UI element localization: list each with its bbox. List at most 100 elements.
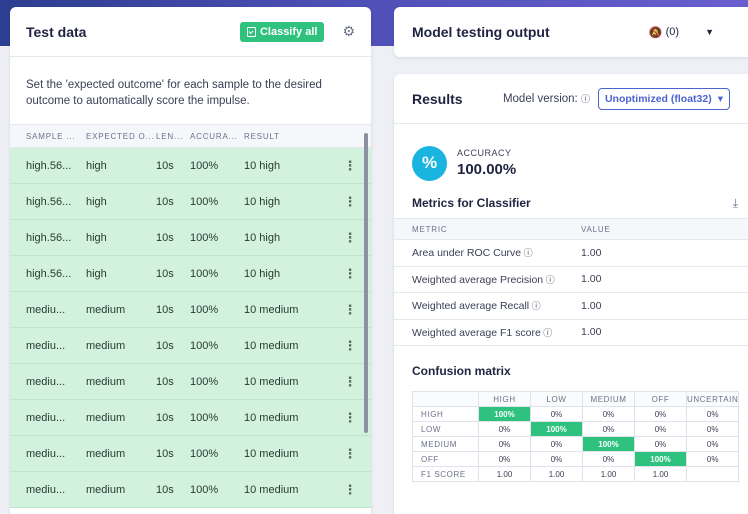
classify-all-button[interactable]: Classify all xyxy=(239,21,325,42)
classify-all-label: Classify all xyxy=(259,25,318,38)
more-vertical-icon[interactable]: ⋮ xyxy=(343,229,357,245)
more-vertical-icon[interactable]: ⋮ xyxy=(343,445,357,461)
gear-icon[interactable]: ⚙ xyxy=(342,23,355,39)
cell-length: 10s xyxy=(156,339,174,352)
more-vertical-icon[interactable]: ⋮ xyxy=(343,157,357,173)
cm-cell: 0% xyxy=(685,451,740,467)
notification-count: (0) xyxy=(665,26,680,38)
download-icon[interactable]: ⤓ xyxy=(732,195,738,210)
cell-sample: high.56... xyxy=(26,159,72,172)
col-expected[interactable]: EXPECTED O... xyxy=(86,131,155,141)
more-vertical-icon[interactable]: ⋮ xyxy=(343,409,357,425)
cell-expected[interactable]: medium xyxy=(86,375,126,388)
cell-accuracy: 100% xyxy=(190,195,219,208)
cm-cell: 0% xyxy=(634,421,687,437)
cell-length: 10s xyxy=(156,195,174,208)
model-version-select[interactable]: Unoptimized (float32) ▾ xyxy=(597,87,730,110)
cell-expected[interactable]: high xyxy=(86,267,107,280)
help-circle-icon[interactable]: ⓘ xyxy=(521,248,533,259)
metrics-header: Metrics for Classifier ⤓ xyxy=(394,188,748,218)
confusion-matrix-table: HIGH LOW MEDIUM OFF UNCERTAIN HIGH 100% 0% 0% 0% 0… xyxy=(412,391,740,482)
cm-cell: 0% xyxy=(478,451,531,467)
table-row[interactable]: mediu... medium 10s 100% 10 medium ⋮ xyxy=(10,328,371,364)
model-testing-output-title: Model testing output xyxy=(412,24,550,40)
cell-result: 10 high xyxy=(244,267,281,280)
metrics-table-body: Area under ROC Curve ⓘ 1.00 Weighted avera… xyxy=(394,240,748,346)
table-row[interactable]: mediu... medium 10s 100% 10 medium ⋮ xyxy=(10,364,371,400)
table-row[interactable]: high.56... high 10s 100% 10 high ⋮ xyxy=(10,148,371,184)
cell-expected[interactable]: medium xyxy=(86,303,126,316)
cm-cell: 0% xyxy=(685,436,740,452)
notifications-toggle[interactable]: 🔕 (0) xyxy=(649,26,679,39)
cell-length: 10s xyxy=(156,159,174,172)
cell-expected[interactable]: medium xyxy=(86,339,126,352)
table-row[interactable]: high.56... high 10s 100% 10 high ⋮ xyxy=(10,220,371,256)
cm-cell: 0% xyxy=(582,451,635,467)
cell-length: 10s xyxy=(156,447,174,460)
help-circle-icon[interactable]: ⓘ xyxy=(580,94,590,104)
bell-off-icon: 🔕 xyxy=(648,26,663,39)
cm-cell: 100% xyxy=(530,421,583,437)
cell-sample: high.56... xyxy=(26,195,72,208)
col-result[interactable]: RESULT xyxy=(244,131,280,141)
cell-expected[interactable]: medium xyxy=(86,483,126,496)
metric-row: Weighted average Precision ⓘ 1.00 xyxy=(394,267,748,293)
cell-expected[interactable]: high xyxy=(86,195,107,208)
cm-col-header: OFF xyxy=(634,391,687,407)
cm-cell: 100% xyxy=(634,451,687,467)
samples-table-header: SAMPLE ... EXPECTED O... LEN... ACCURA..… xyxy=(10,124,371,148)
cell-result: 10 medium xyxy=(244,411,299,424)
col-sample[interactable]: SAMPLE ... xyxy=(26,131,76,141)
metric-name: Weighted average Precision xyxy=(412,273,544,286)
help-circle-icon[interactable]: ⓘ xyxy=(543,274,555,285)
cm-cell: 1.00 xyxy=(478,466,531,482)
cm-cell: 0% xyxy=(582,406,635,422)
cm-col-header: UNCERTAIN xyxy=(685,391,740,407)
help-circle-icon[interactable]: ⓘ xyxy=(529,301,541,312)
col-accuracy[interactable]: ACCURA... xyxy=(190,131,238,141)
chevron-down-icon: ▾ xyxy=(717,92,723,105)
cell-expected[interactable]: high xyxy=(86,159,107,172)
more-vertical-icon[interactable]: ⋮ xyxy=(343,265,357,281)
clipboard-check-icon xyxy=(246,26,256,37)
metric-value: 1.00 xyxy=(581,326,602,339)
table-row[interactable]: mediu... medium 10s 100% 10 medium ⋮ xyxy=(10,292,371,328)
model-version-value: Unoptimized (float32) xyxy=(604,92,712,105)
cell-expected[interactable]: high xyxy=(86,231,107,244)
cell-expected[interactable]: medium xyxy=(86,411,126,424)
model-version-label: Model version: ⓘ xyxy=(503,92,590,105)
cm-cell: 0% xyxy=(685,421,740,437)
cell-expected[interactable]: medium xyxy=(86,447,126,460)
col-length[interactable]: LEN... xyxy=(156,131,184,141)
table-row[interactable]: mediu... medium 10s 100% 10 medium ⋮ xyxy=(10,400,371,436)
cell-length: 10s xyxy=(156,267,174,280)
more-vertical-icon[interactable]: ⋮ xyxy=(343,337,357,353)
more-vertical-icon[interactable]: ⋮ xyxy=(343,301,357,317)
chevron-down-icon[interactable]: ▼ xyxy=(705,27,714,37)
cm-cell: 0% xyxy=(685,406,740,422)
metrics-table-header: METRIC VALUE xyxy=(394,218,748,240)
samples-scrollbar[interactable] xyxy=(364,133,368,433)
cell-sample: mediu... xyxy=(26,303,66,316)
more-vertical-icon[interactable]: ⋮ xyxy=(343,193,357,209)
metric-value: 1.00 xyxy=(581,273,602,286)
cm-cell: 0% xyxy=(634,406,687,422)
table-row[interactable]: high.56... high 10s 100% 10 high ⋮ xyxy=(10,184,371,220)
metric-row: Weighted average Recall ⓘ 1.00 xyxy=(394,293,748,320)
table-row[interactable]: mediu... medium 10s 100% 10 medium ⋮ xyxy=(10,436,371,472)
cell-sample: mediu... xyxy=(26,411,66,424)
cm-cell: 1.00 xyxy=(530,466,583,482)
help-circle-icon[interactable]: ⓘ xyxy=(540,327,553,338)
cell-length: 10s xyxy=(156,231,174,244)
cell-accuracy: 100% xyxy=(190,303,219,316)
cm-cell: 0% xyxy=(478,421,531,437)
metric-name: Weighted average F1 score xyxy=(412,326,541,339)
more-vertical-icon[interactable]: ⋮ xyxy=(343,373,357,389)
test-data-panel: Test data Classify all ⚙ Set the 'expect… xyxy=(10,7,371,514)
table-row[interactable]: high.56... high 10s 100% 10 high ⋮ xyxy=(10,256,371,292)
metric-value: 1.00 xyxy=(581,246,602,259)
more-vertical-icon[interactable]: ⋮ xyxy=(343,481,357,497)
table-row[interactable]: mediu... medium 10s 100% 10 medium ⋮ xyxy=(10,472,371,508)
cell-result: 10 high xyxy=(244,159,281,172)
cell-length: 10s xyxy=(156,303,174,316)
